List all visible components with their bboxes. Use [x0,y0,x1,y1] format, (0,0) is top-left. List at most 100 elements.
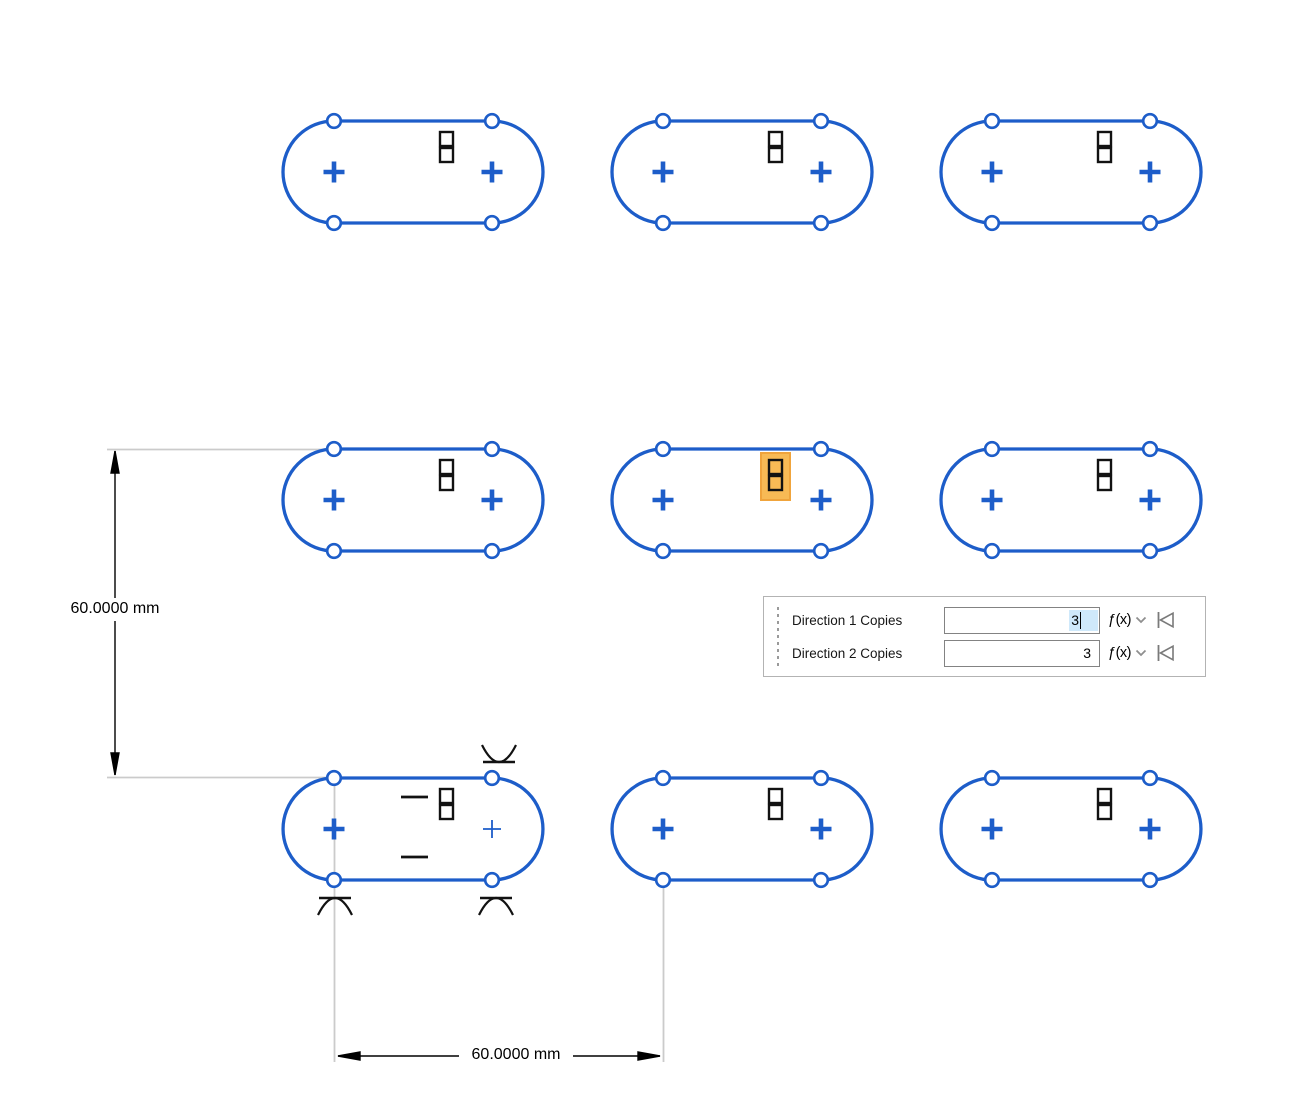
arc-center-point[interactable] [323,818,345,840]
sketch-point[interactable] [483,542,501,560]
arc-center-point[interactable] [810,489,832,511]
arc-center-point[interactable] [652,818,674,840]
arc-center-point[interactable] [810,818,832,840]
sketch-point[interactable] [1141,214,1159,232]
sketch-point[interactable] [325,769,343,787]
direction1-flip-button[interactable] [1157,611,1176,629]
dialog-rows: Direction 1 Copies 3 ƒ(x) [792,597,1205,676]
sketch-point[interactable] [483,214,501,232]
slot-instance-r1c0[interactable] [281,440,545,560]
sketch-point[interactable] [1141,769,1159,787]
slot-outline[interactable] [939,776,1203,882]
sketch-point[interactable] [483,440,501,458]
sketch-point[interactable] [483,112,501,130]
sketch-point[interactable] [1141,112,1159,130]
slot-instance-r0c1[interactable] [610,112,874,232]
arc-center-point[interactable] [981,489,1003,511]
sketch-point[interactable] [654,769,672,787]
sketch-point[interactable] [325,440,343,458]
arc-center-point[interactable] [323,161,345,183]
arrowhead-down [110,752,120,776]
pattern-instance-icon[interactable] [767,130,784,164]
slot-outline[interactable] [610,776,874,882]
arc-center-point[interactable] [1139,489,1161,511]
slot-instance-r0c0[interactable] [281,112,545,232]
slot-instance-r0c2[interactable] [939,112,1203,232]
sketch-point[interactable] [325,542,343,560]
sketch-point[interactable] [483,769,501,787]
sketch-point[interactable] [654,112,672,130]
slot-instance-r2c2[interactable] [939,769,1203,889]
direction2-flip-button[interactable] [1157,644,1176,662]
sketch-point[interactable] [983,112,1001,130]
slot-instance-r2c1[interactable] [610,769,874,889]
pattern-instance-icon[interactable] [438,458,455,492]
direction1-copies-input[interactable]: 3 [944,606,1100,634]
direction1-fx-dropdown[interactable]: ƒ(x) [1108,612,1147,628]
arrowhead-right [637,1051,661,1061]
tangent-constraint-icon[interactable] [481,744,517,764]
tangent-constraint-icon[interactable] [478,896,514,916]
sketch-point[interactable] [325,214,343,232]
pattern-instance-icon[interactable] [438,787,455,821]
sketch-point[interactable] [983,769,1001,787]
sketch-point[interactable] [983,440,1001,458]
arc-center-point[interactable] [981,818,1003,840]
arc-center-point[interactable] [481,489,503,511]
sketch-point[interactable] [654,440,672,458]
dimension-extension-lines [107,448,665,1062]
direction2-fx-dropdown[interactable]: ƒ(x) [1108,645,1147,661]
text-caret [1079,611,1081,629]
direction2-copies-input[interactable]: 3 [944,639,1100,667]
slot-instance-r1c1[interactable] [610,440,874,560]
sketch-point[interactable] [812,112,830,130]
arc-center-point[interactable] [981,161,1003,183]
slot-outline[interactable] [939,119,1203,225]
sketch-point[interactable] [983,214,1001,232]
slot-outline[interactable] [281,776,545,882]
pattern-instance-icon[interactable] [767,787,784,821]
direction2-copies-row: Direction 2 Copies 3 ƒ(x) [792,639,1195,667]
arc-center-point[interactable] [481,161,503,183]
pattern-instance-icon[interactable] [438,130,455,164]
sketch-point[interactable] [812,542,830,560]
slot-outline[interactable] [281,447,545,553]
slot-outline[interactable] [939,447,1203,553]
dialog-drag-handle[interactable] [764,597,792,676]
pattern-instance-icon[interactable] [1096,787,1113,821]
sketch-point[interactable] [1141,440,1159,458]
slot-instance-r1c2[interactable] [939,440,1203,560]
arc-center-point[interactable] [323,489,345,511]
tangent-constraint-icon[interactable] [317,896,353,916]
pattern-instance-icon[interactable] [1096,130,1113,164]
slot-outline[interactable] [610,447,874,553]
arc-center-point[interactable] [652,161,674,183]
horizontal-dimension-value[interactable]: 60.0000 mm [459,1044,573,1068]
pattern-instance-icon[interactable] [1096,458,1113,492]
pattern-instance-icon[interactable] [767,458,784,492]
vertical-dimension-value[interactable]: 60.0000 mm [64,598,166,621]
sketch-point[interactable] [983,542,1001,560]
arc-center-point[interactable] [483,820,501,838]
sketch-point[interactable] [325,871,343,889]
arc-center-point[interactable] [1139,161,1161,183]
sketch-point[interactable] [812,769,830,787]
sketch-point[interactable] [1141,871,1159,889]
sketch-point[interactable] [483,871,501,889]
sketch-point[interactable] [812,440,830,458]
arc-center-point[interactable] [810,161,832,183]
sketch-point[interactable] [812,214,830,232]
sketch-point[interactable] [983,871,1001,889]
arc-center-point[interactable] [1139,818,1161,840]
sketch-point[interactable] [1141,542,1159,560]
sketch-point[interactable] [325,112,343,130]
slot-outline[interactable] [610,119,874,225]
sketch-point[interactable] [812,871,830,889]
sketch-point[interactable] [654,214,672,232]
slot-outline[interactable] [281,119,545,225]
slot-instance-r2c0[interactable] [281,769,545,889]
sketch-point[interactable] [654,871,672,889]
arc-center-point[interactable] [652,489,674,511]
sketch-point[interactable] [654,542,672,560]
